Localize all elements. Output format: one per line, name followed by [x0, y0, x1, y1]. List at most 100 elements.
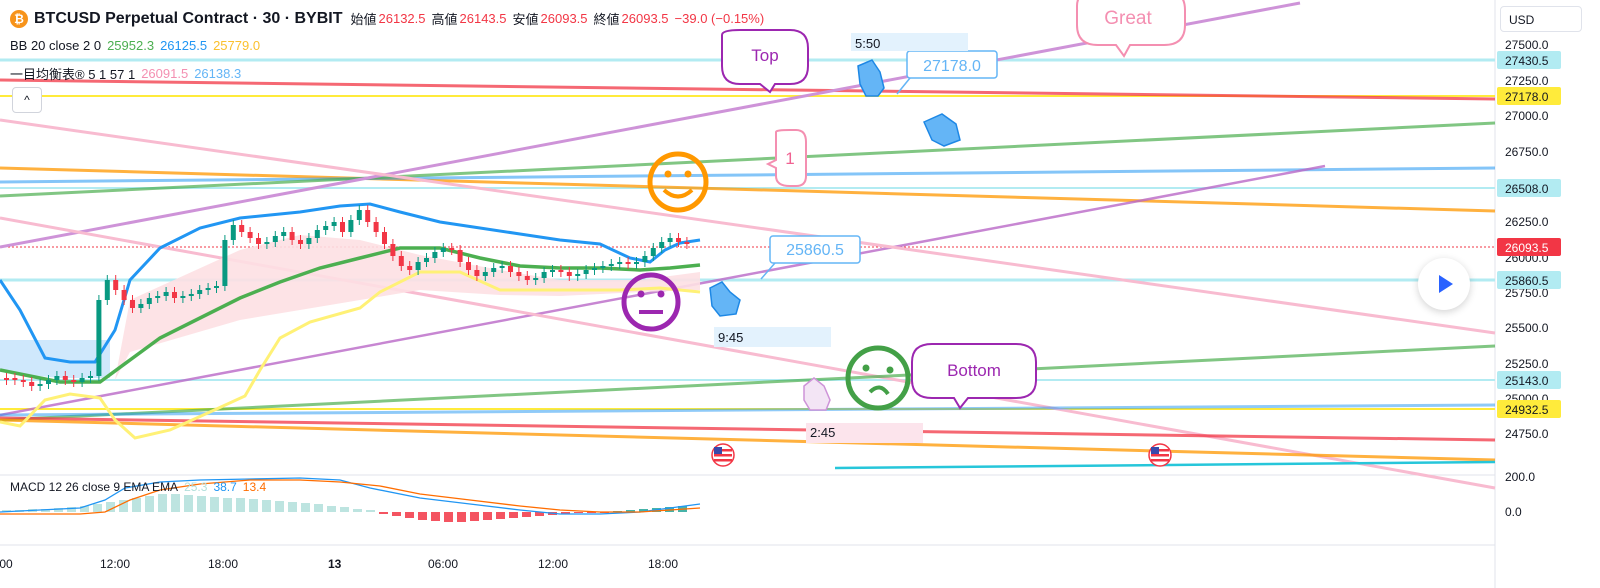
- trend-blue-lower: [0, 403, 1496, 417]
- currency-selector[interactable]: USD: [1500, 6, 1582, 32]
- price-axis-badge: 27430.5: [1497, 51, 1561, 69]
- candle-body: [608, 264, 614, 266]
- annotation-top-bubble[interactable]: Top: [721, 29, 809, 94]
- time-tick-label: 06:00: [428, 557, 458, 571]
- candle-body: [575, 274, 581, 276]
- annotation-great-bubble[interactable]: Great: [1076, 0, 1186, 58]
- time-tick-label: 13: [328, 557, 342, 571]
- macd-histogram-bar: [145, 496, 154, 512]
- us-flag-icon[interactable]: [711, 443, 735, 467]
- price-callout-27178[interactable]: 27178.0: [896, 50, 998, 95]
- candle-body: [71, 380, 77, 382]
- price-callout-25860[interactable]: 25860.5: [760, 235, 861, 280]
- candle-body: [550, 270, 555, 272]
- macd-histogram-bar: [119, 500, 128, 512]
- candle-body: [113, 280, 119, 290]
- macd-histogram-bar: [106, 502, 115, 512]
- candle-body: [617, 262, 623, 264]
- candle-body: [482, 272, 488, 276]
- macd-histogram-bar: [301, 503, 310, 512]
- candle-body: [382, 232, 387, 244]
- play-button[interactable]: [1418, 258, 1470, 310]
- price-axis-badge-text: 25860.5: [1505, 274, 1549, 288]
- price-tick-label: 24750.0: [1505, 427, 1549, 441]
- macd-histogram-bar: [405, 512, 414, 518]
- candle-body: [373, 222, 379, 232]
- macd-histogram-bar: [80, 506, 89, 512]
- high-label: 高値: [431, 12, 458, 27]
- price-axis-badge: 24932.5: [1497, 400, 1561, 418]
- macd-histogram-bar: [353, 509, 362, 512]
- candle-body: [79, 378, 85, 382]
- candle-body: [533, 278, 539, 280]
- candle-body: [88, 376, 93, 378]
- time-axis[interactable]: :00 12:00 18:00 13 06:00 12:00 18:00: [0, 557, 678, 571]
- candle-body: [306, 238, 312, 244]
- candle-body: [600, 266, 606, 268]
- price-callout-text-1: 27178.0: [923, 58, 981, 75]
- symbol-row[interactable]: ₿ BTCUSD Perpetual Contract · 30 · BYBIT…: [10, 9, 770, 28]
- macd-histogram-bar: [392, 512, 401, 516]
- low-label: 安値: [512, 12, 539, 27]
- candle-body: [62, 376, 68, 380]
- candle-body: [180, 296, 186, 298]
- candle-body: [642, 256, 648, 262]
- candle-body: [365, 210, 371, 222]
- annotation-bottom-bubble[interactable]: Bottom: [911, 343, 1037, 410]
- candle-body: [54, 376, 60, 380]
- candle-body: [188, 294, 194, 296]
- annotation-one-bubble[interactable]: 1: [765, 129, 807, 187]
- bb-value-3: 25779.0: [213, 38, 261, 53]
- time-range-box-1: [851, 33, 968, 51]
- price-axis-badge-text: 27430.5: [1505, 54, 1549, 68]
- candle-body: [583, 270, 589, 274]
- macd-histogram-bar: [288, 502, 297, 512]
- ichimoku-indicator-row[interactable]: 一目均衡表® 5 1 57 1 26091.5 26138.3: [10, 64, 247, 83]
- candle-body: [272, 236, 278, 242]
- time-tick-label: 12:00: [100, 557, 130, 571]
- symbol-title[interactable]: BTCUSD Perpetual Contract · 30 · BYBIT: [34, 9, 343, 27]
- macd-axis-label: 0.0: [1505, 505, 1522, 519]
- us-flag-icon[interactable]: [1148, 443, 1172, 467]
- bb-lower-line: [0, 270, 701, 440]
- trend-purple-upper: [0, 1, 1301, 249]
- bb-upper-line: [0, 202, 701, 364]
- change-value: −39.0 (−0.15%): [674, 11, 765, 26]
- trend-red-lower: [0, 416, 1496, 442]
- price-tick-label: 27250.0: [1505, 74, 1549, 88]
- candle-body: [541, 272, 547, 278]
- neutral-face-icon: [621, 272, 681, 332]
- candle-body: [634, 262, 639, 264]
- macd-histogram-bar: [2, 510, 11, 512]
- time-range-box-3: [806, 423, 923, 443]
- candle-body: [457, 250, 463, 262]
- price-tick-label: 27500.0: [1505, 38, 1549, 52]
- candle-body: [172, 292, 177, 298]
- macd-histogram-bar: [444, 512, 453, 522]
- candle-body: [37, 384, 43, 386]
- macd-histogram-bar: [509, 512, 518, 518]
- candle-body: [155, 296, 161, 298]
- candle-body: [239, 225, 245, 232]
- candle-body: [314, 230, 320, 238]
- ichimoku-indicator-name: 一目均衡表® 5 1 57 1: [10, 67, 136, 82]
- price-callout-text-2: 25860.5: [786, 242, 844, 259]
- trend-pink-upper: [0, 118, 1496, 335]
- macd-histogram-bar: [535, 512, 544, 516]
- candle-body: [12, 378, 18, 380]
- price-axis-badge-text: 26093.5: [1505, 241, 1549, 255]
- macd-histogram-bar: [574, 512, 583, 513]
- macd-histogram-bar: [210, 497, 219, 512]
- open-label: 始値: [350, 12, 377, 27]
- macd-histogram-bar: [496, 512, 505, 519]
- candle-body: [474, 270, 480, 276]
- macd-line: [0, 477, 701, 515]
- candle-body: [281, 232, 287, 236]
- bb-indicator-row[interactable]: BB 20 close 2 0 25952.3 26125.5 25779.0: [10, 38, 266, 53]
- time-label-2: 9:45: [718, 330, 743, 345]
- macd-histogram-bar: [379, 512, 388, 514]
- collapse-legend-button[interactable]: ^: [12, 87, 42, 113]
- price-tick-label: 26250.0: [1505, 215, 1549, 229]
- macd-legend[interactable]: MACD 12 26 close 9 EMA EMA 25.3 38.7 13.…: [10, 480, 272, 494]
